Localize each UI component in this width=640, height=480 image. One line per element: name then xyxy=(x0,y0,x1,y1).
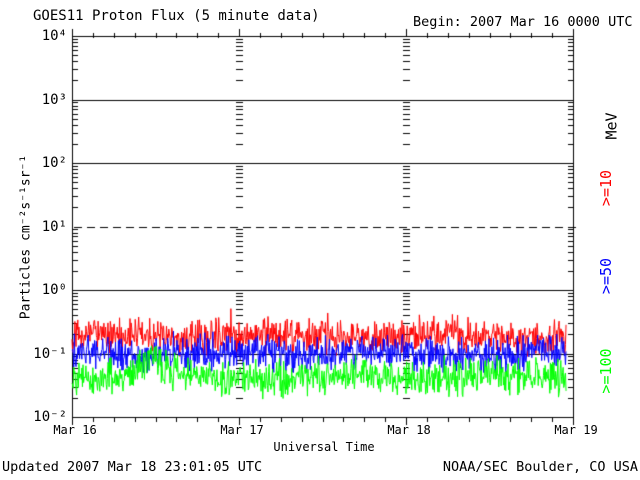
chart-title: GOES11 Proton Flux (5 minute data) xyxy=(33,8,320,24)
source-credit: NOAA/SEC Boulder, CO USA xyxy=(442,459,638,475)
y-tick-label: 10⁻² xyxy=(33,409,67,425)
y-tick-label: 10¹ xyxy=(41,219,67,235)
y-tick-label: 10² xyxy=(41,155,67,171)
y-tick-label: 10⁴ xyxy=(41,28,67,44)
begin-time-label: Begin: 2007 Mar 16 0000 UTC xyxy=(413,14,633,30)
y-tick-label: 10³ xyxy=(41,92,67,108)
x-tick-label: Mar 19 xyxy=(554,423,598,437)
series-label-10: >=10 xyxy=(597,169,615,207)
series-label-100: >=100 xyxy=(597,348,615,394)
x-tick-label: Mar 16 xyxy=(53,423,97,437)
x-axis-title: Universal Time xyxy=(273,440,375,454)
x-tick-label: Mar 17 xyxy=(220,423,264,437)
x-tick-label: Mar 18 xyxy=(387,423,431,437)
right-axis-unit-label: MeV xyxy=(602,112,621,140)
y-axis-title: Particles cm⁻²s⁻¹sr⁻¹ xyxy=(18,154,34,320)
y-tick-label: 10⁻¹ xyxy=(33,346,67,362)
y-tick-label: 10⁰ xyxy=(41,282,67,298)
series-label-50: >=50 xyxy=(597,257,615,295)
updated-timestamp: Updated 2007 Mar 18 23:01:05 UTC xyxy=(2,459,263,475)
